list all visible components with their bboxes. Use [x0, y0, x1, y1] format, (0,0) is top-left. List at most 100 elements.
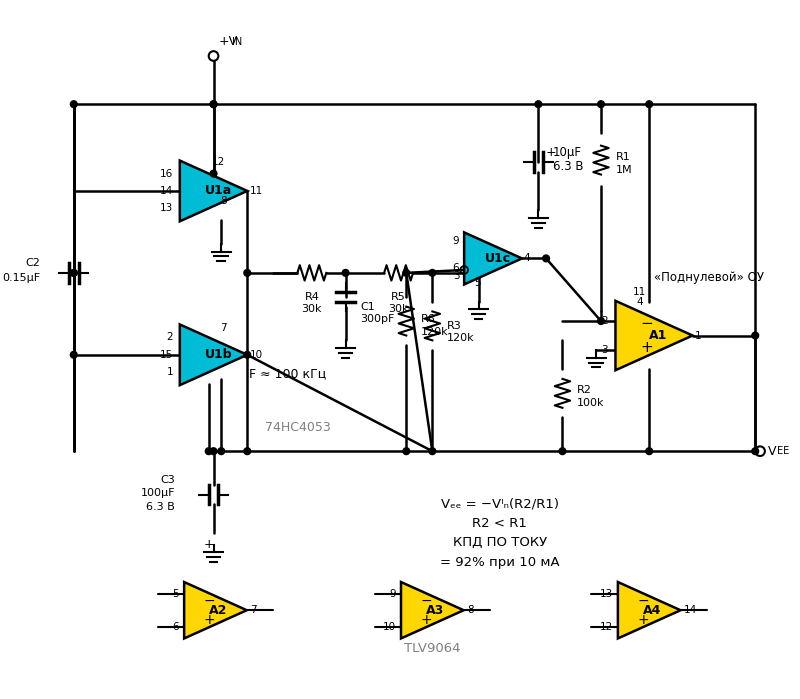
Text: 30k: 30k — [302, 305, 322, 315]
Circle shape — [218, 448, 225, 454]
Text: 2: 2 — [166, 333, 173, 343]
Text: 120k: 120k — [421, 326, 448, 337]
Text: 100µF: 100µF — [141, 488, 175, 498]
Text: 10µF: 10µF — [553, 146, 582, 159]
Text: +: + — [546, 146, 557, 159]
Text: 14: 14 — [684, 605, 697, 615]
Text: A3: A3 — [426, 604, 445, 617]
Polygon shape — [180, 324, 247, 385]
Text: R2: R2 — [577, 385, 592, 396]
Text: −: − — [640, 317, 653, 331]
Polygon shape — [618, 582, 681, 638]
Text: +: + — [203, 612, 215, 626]
Text: 6.3 В: 6.3 В — [146, 502, 175, 512]
Text: A2: A2 — [210, 604, 228, 617]
Circle shape — [646, 448, 653, 454]
Text: 6: 6 — [453, 263, 459, 273]
Text: «Поднулевой» ОУ: «Поднулевой» ОУ — [654, 271, 764, 284]
Text: КПД ПО ТОКУ: КПД ПО ТОКУ — [453, 536, 547, 549]
Circle shape — [206, 448, 212, 454]
Text: U1b: U1b — [205, 348, 232, 361]
Text: +: + — [640, 340, 653, 354]
Circle shape — [752, 448, 758, 454]
Text: 13: 13 — [599, 589, 613, 599]
Text: TLV9064: TLV9064 — [404, 642, 461, 655]
Text: EE: EE — [778, 446, 790, 456]
Text: 14: 14 — [160, 186, 173, 196]
Text: −: − — [637, 594, 649, 608]
Text: = 92% при 10 мА: = 92% при 10 мА — [440, 556, 560, 568]
Text: 12: 12 — [212, 157, 225, 167]
Text: R5: R5 — [391, 292, 406, 302]
Polygon shape — [184, 582, 246, 638]
Text: 8: 8 — [467, 605, 474, 615]
Circle shape — [210, 171, 217, 177]
Text: 10: 10 — [250, 350, 263, 360]
Circle shape — [646, 101, 653, 108]
Text: 4: 4 — [524, 254, 530, 264]
Text: 6.3 В: 6.3 В — [553, 160, 583, 173]
Text: 7: 7 — [220, 323, 226, 333]
Text: A1: A1 — [649, 329, 667, 342]
Circle shape — [70, 101, 77, 108]
Text: 1M: 1M — [615, 165, 632, 175]
Text: C1: C1 — [360, 301, 374, 312]
Text: 5: 5 — [172, 589, 179, 599]
Text: 11: 11 — [633, 287, 646, 297]
Circle shape — [403, 270, 410, 276]
Circle shape — [210, 448, 217, 454]
Polygon shape — [615, 301, 693, 370]
Circle shape — [70, 352, 77, 358]
Text: U1c: U1c — [485, 252, 511, 265]
Circle shape — [429, 270, 436, 276]
Text: R1: R1 — [615, 152, 630, 162]
Text: +: + — [420, 612, 432, 626]
Text: V: V — [768, 445, 776, 458]
Text: A4: A4 — [643, 604, 662, 617]
Text: F ≈ 100 кГц: F ≈ 100 кГц — [249, 368, 326, 380]
Circle shape — [598, 101, 604, 108]
Text: 9: 9 — [453, 236, 459, 246]
Text: 30k: 30k — [388, 305, 409, 315]
Text: 3: 3 — [601, 345, 608, 355]
Text: −: − — [420, 594, 432, 608]
Circle shape — [559, 448, 566, 454]
Text: 13: 13 — [160, 203, 173, 213]
Circle shape — [244, 448, 250, 454]
Circle shape — [244, 352, 250, 358]
Polygon shape — [401, 582, 464, 638]
Text: 2: 2 — [601, 316, 608, 326]
Circle shape — [403, 448, 410, 454]
Circle shape — [535, 101, 542, 108]
Text: 5: 5 — [474, 278, 481, 287]
Text: 0.15µF: 0.15µF — [2, 273, 40, 282]
Circle shape — [598, 317, 604, 324]
Text: 7: 7 — [250, 605, 257, 615]
Text: Vₑₑ = −Vᴵₙ(R2/R1): Vₑₑ = −Vᴵₙ(R2/R1) — [441, 498, 559, 511]
Text: −: − — [203, 594, 215, 608]
Circle shape — [244, 270, 250, 276]
Text: IN: IN — [232, 36, 242, 47]
Polygon shape — [180, 161, 247, 222]
Text: 6: 6 — [172, 621, 179, 632]
Text: 74HC4053: 74HC4053 — [265, 421, 330, 433]
Text: 11: 11 — [250, 186, 263, 196]
Circle shape — [542, 255, 550, 262]
Text: +: + — [203, 538, 214, 552]
Circle shape — [210, 101, 217, 108]
Text: R2 < R1: R2 < R1 — [472, 517, 527, 530]
Text: R4: R4 — [305, 292, 319, 302]
Circle shape — [70, 270, 77, 276]
Text: 100k: 100k — [577, 398, 605, 408]
Text: 3: 3 — [453, 271, 459, 281]
Text: 15: 15 — [160, 350, 173, 360]
Circle shape — [429, 448, 436, 454]
Text: C3: C3 — [160, 475, 175, 485]
Text: 10: 10 — [382, 621, 396, 632]
Text: 9: 9 — [389, 589, 396, 599]
Circle shape — [70, 270, 77, 276]
Text: U1a: U1a — [205, 185, 232, 197]
Text: 1: 1 — [166, 367, 173, 377]
Text: R6: R6 — [421, 314, 435, 324]
Text: 8: 8 — [220, 196, 226, 206]
